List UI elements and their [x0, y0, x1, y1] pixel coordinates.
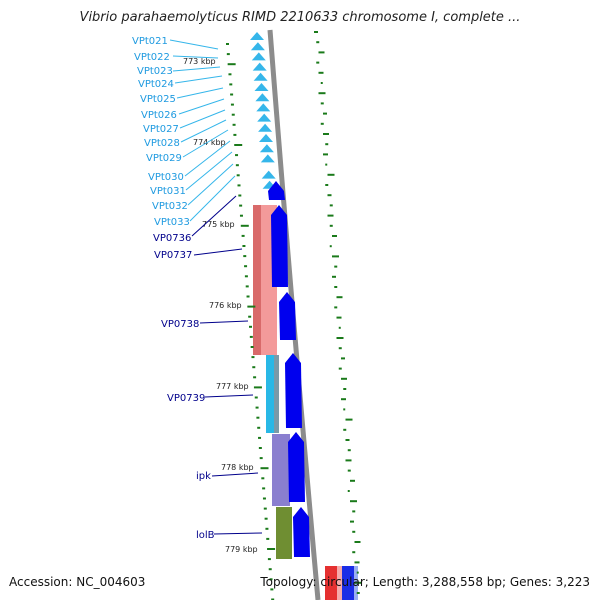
- leader-vp0736: [191, 195, 237, 237]
- leader-vp0737: [193, 248, 243, 256]
- leader-vpt024: [174, 75, 223, 84]
- scale-label-776: 776 kbp: [209, 301, 242, 310]
- leader-vpt033: [189, 175, 236, 222]
- gene-label-ipk[interactable]: ipk: [196, 471, 211, 482]
- trna-feature-arrow: [253, 72, 268, 81]
- cds-feature-arrow: [268, 181, 285, 200]
- gene-label-lolb[interactable]: lolB: [196, 530, 215, 541]
- scale-label-777: 777 kbp: [216, 382, 249, 391]
- trna-feature-arrow: [259, 134, 273, 142]
- cog-block-olive: [276, 507, 292, 559]
- trna-label-vpt030[interactable]: VPt030: [148, 172, 184, 183]
- leader-vp0739: [204, 394, 254, 398]
- scale-label-779: 779 kbp: [225, 545, 258, 554]
- leader-vpt023: [172, 66, 221, 72]
- scale-label-773: 773 kbp: [183, 57, 216, 66]
- cds-feature-arrow: [271, 205, 288, 287]
- trna-label-vpt022[interactable]: VPt022: [134, 52, 170, 63]
- trna-feature-arrow: [257, 113, 272, 122]
- scale-label-775: 775 kbp: [202, 220, 235, 229]
- bottom-block-lightred: [337, 566, 342, 600]
- leader-vpt028: [180, 119, 227, 143]
- gene-label-vp0738[interactable]: VP0738: [161, 319, 199, 330]
- scale-label-778: 778 kbp: [221, 463, 254, 472]
- trna-feature-arrow: [250, 42, 265, 51]
- scale-label-774: 774 kbp: [193, 138, 226, 147]
- leader-vpt029: [182, 129, 229, 158]
- trna-label-vpt032[interactable]: VPt032: [152, 201, 188, 212]
- leader-lolb: [213, 532, 263, 535]
- trna-label-vpt028[interactable]: VPt028: [144, 138, 180, 149]
- trna-feature-arrow: [251, 52, 266, 61]
- trna-label-vpt025[interactable]: VPt025: [140, 94, 176, 105]
- trna-feature-arrow: [256, 103, 271, 112]
- trna-feature-arrow: [260, 154, 275, 163]
- trna-feature-arrow: [258, 123, 273, 132]
- leader-vpt030: [184, 140, 231, 177]
- trna-label-vpt021[interactable]: VPt021: [132, 36, 168, 47]
- cog-block-salmon-dark: [253, 205, 263, 355]
- leader-vpt022: [172, 55, 219, 59]
- bottom-block-red: [325, 566, 337, 600]
- gene-label-vp0737[interactable]: VP0737: [154, 250, 192, 261]
- cog-block-grey: [274, 355, 279, 433]
- trna-label-vpt026[interactable]: VPt026: [141, 110, 177, 121]
- leader-vpt031: [185, 151, 233, 191]
- leader-vpt021: [169, 39, 219, 50]
- accession-text: Accession: NC_004603: [9, 575, 146, 589]
- cog-block-purple: [272, 434, 290, 506]
- trna-feature-arrow: [252, 62, 267, 71]
- trna-feature-arrow: [250, 32, 264, 40]
- cds-feature-arrow: [293, 507, 310, 557]
- trna-label-vpt029[interactable]: VPt029: [146, 153, 182, 164]
- leader-vpt032: [187, 163, 234, 206]
- gene-label-vp0739[interactable]: VP0739: [167, 393, 205, 404]
- cds-feature-arrow: [285, 353, 302, 428]
- trna-label-vpt027[interactable]: VPt027: [143, 124, 179, 135]
- leader-vpt026: [178, 98, 225, 115]
- leader-vp0738: [199, 320, 249, 324]
- topology-summary: Topology: circular; Length: 3,288,558 bp…: [260, 575, 590, 589]
- map-title: Vibrio parahaemolyticus RIMD 2210633 chr…: [79, 10, 521, 25]
- trna-label-vpt023[interactable]: VPt023: [137, 66, 173, 77]
- leader-ipk: [211, 472, 259, 477]
- cds-feature-arrow: [288, 432, 305, 502]
- leader-vpt027: [179, 109, 226, 129]
- trna-label-vpt033[interactable]: VPt033: [154, 217, 190, 228]
- trna-feature-arrow: [254, 83, 269, 91]
- trna-label-vpt031[interactable]: VPt031: [150, 186, 186, 197]
- leader-vpt025: [176, 87, 224, 99]
- cds-feature-arrow: [279, 292, 296, 340]
- trna-feature-arrow: [261, 170, 276, 179]
- gene-label-vp0736[interactable]: VP0736: [153, 233, 191, 244]
- trna-label-vpt024[interactable]: VPt024: [138, 79, 174, 90]
- cog-block-cyan: [266, 355, 276, 433]
- trna-feature-arrow: [255, 93, 270, 102]
- bottom-block-blue: [342, 566, 354, 600]
- trna-feature-arrow: [259, 144, 274, 153]
